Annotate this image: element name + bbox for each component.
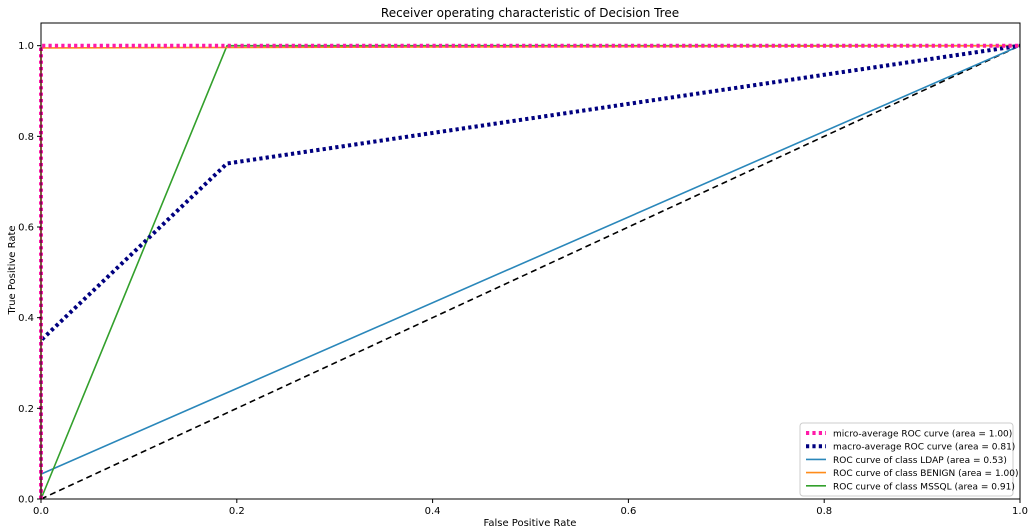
x-axis: 0.0 0.2 0.4 0.6 0.8 1.0: [33, 499, 1028, 517]
y-axis-label: True Positive Rate: [7, 225, 18, 315]
legend-entry-label: micro-average ROC curve (area = 1.00): [833, 430, 1012, 440]
x-axis-label: False Positive Rate: [484, 518, 577, 529]
y-tick-label: 0.0: [18, 495, 34, 506]
x-tick-label: 0.6: [620, 506, 636, 517]
y-tick-label: 0.4: [18, 313, 34, 324]
legend: micro-average ROC curve (area = 1.00) mac…: [799, 422, 1019, 497]
x-tick-label: 0.4: [425, 506, 441, 517]
y-tick-label: 0.2: [18, 404, 34, 415]
legend-entry-label: macro-average ROC curve (area = 0.81): [833, 443, 1015, 453]
legend-entry-label: ROC curve of class LDAP (area = 0.53): [833, 456, 1007, 466]
y-tick-label: 1.0: [18, 41, 34, 52]
x-tick-label: 0.2: [229, 506, 245, 517]
y-axis: 0.0 0.2 0.4 0.6 0.8 1.0: [18, 41, 41, 506]
legend-box: [799, 422, 1014, 497]
x-tick-label: 0.0: [33, 506, 49, 517]
y-tick-label: 0.8: [18, 132, 34, 143]
legend-entry-label: ROC curve of class MSSQL (area = 0.91): [833, 482, 1015, 492]
plot-frame: [40, 22, 1021, 500]
y-tick-label: 0.6: [18, 223, 34, 234]
x-tick-label: 1.0: [1012, 506, 1028, 517]
legend-entry-label: ROC curve of class BENIGN (area = 1.00): [833, 469, 1019, 479]
x-tick-label: 0.8: [816, 506, 832, 517]
chart-title: Receiver operating characteristic of Dec…: [381, 6, 679, 20]
